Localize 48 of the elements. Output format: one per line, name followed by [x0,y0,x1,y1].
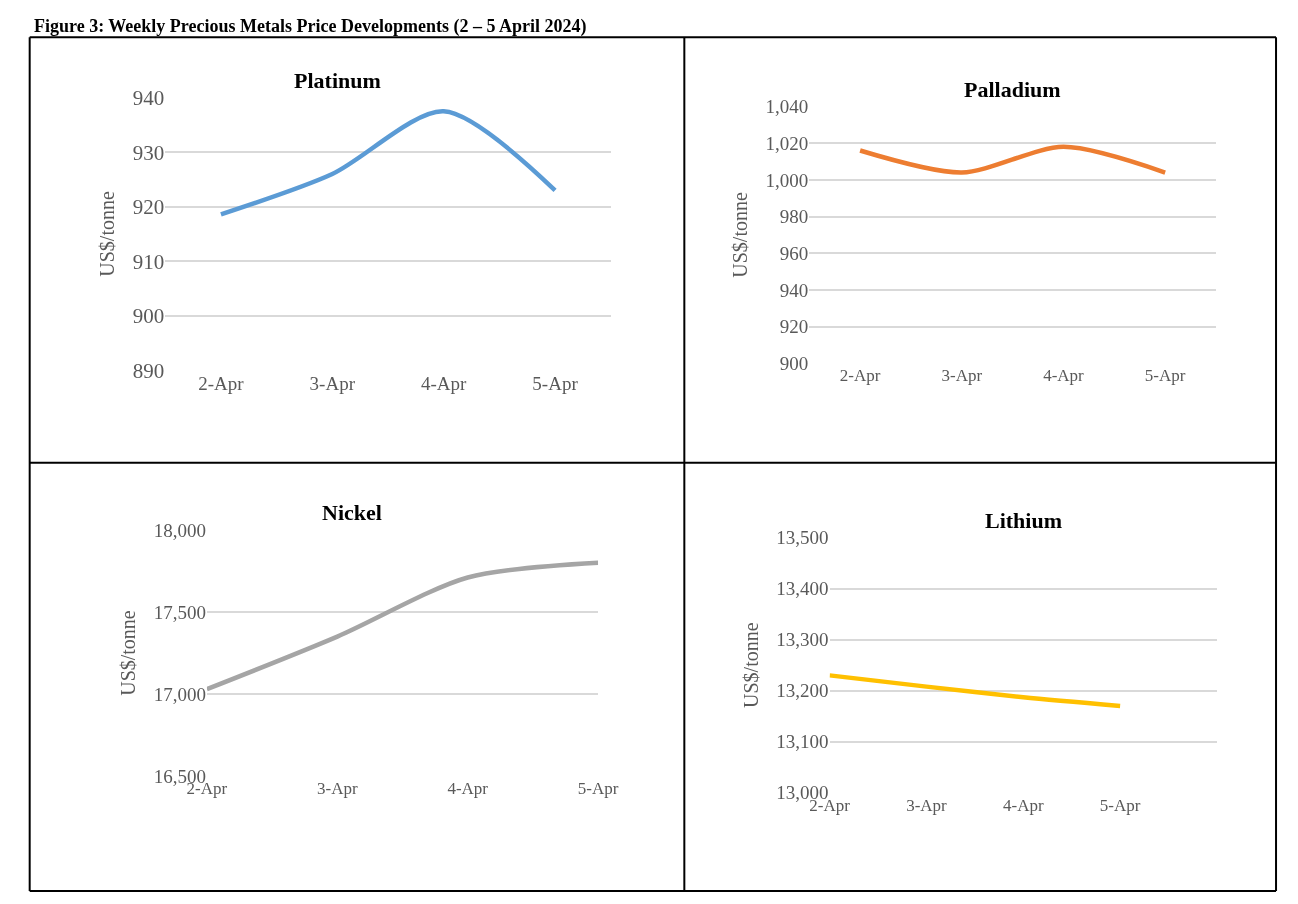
y-tick-label: 13,200 [776,680,829,702]
x-tick-label: 3-Apr [941,366,983,386]
y-tick-label: 17,500 [153,601,206,623]
y-axis-title: US$/tonne [96,191,119,277]
y-tick-label: 930 [132,140,165,165]
y-tick-label: 1,000 [765,169,809,191]
chart-title: Lithium [985,508,1063,533]
chart-title: Nickel [322,500,382,525]
x-tick-label: 4-Apr [1002,795,1044,815]
x-tick-label: 3-Apr [309,373,356,395]
y-axis-title: US$/tonne [729,192,752,278]
y-tick-label: 13,300 [776,629,829,651]
chart-title: Platinum [294,68,381,93]
y-tick-label: 940 [132,86,165,111]
line-series [829,673,1123,709]
y-tick-label: 1,040 [765,96,809,118]
y-tick-label: 900 [132,304,165,329]
y-tick-label: 13,100 [776,731,829,753]
caption: Figure 3: Weekly Precious Metals Price Developments (2 – 5 April 2024) [34,16,587,37]
y-tick-label: 960 [779,242,809,264]
y-tick-label: 18,000 [153,519,206,541]
x-tick-label: 5-Apr [1099,795,1141,815]
x-tick-label: 4-Apr [420,373,468,395]
y-tick-label: 920 [132,195,165,220]
line-series [206,560,599,692]
x-tick-label: 4-Apr [1043,366,1085,386]
y-tick-label: 13,500 [776,527,829,549]
y-tick-label: 920 [779,316,809,338]
y-tick-label: 13,400 [776,578,829,600]
x-tick-label: 5-Apr [532,373,579,395]
y-tick-label: 890 [132,358,165,383]
x-tick-label: 2-Apr [839,366,881,386]
x-tick-label: 5-Apr [577,779,619,799]
y-tick-label: 17,000 [153,683,206,705]
x-tick-label: 5-Apr [1144,366,1186,386]
y-tick-label: 1,020 [765,132,809,154]
y-tick-label: 910 [132,249,165,274]
x-tick-label: 2-Apr [198,373,245,395]
chart-title: Palladium [964,77,1061,102]
y-axis-title: US$/tonne [117,610,140,696]
line-series [218,109,558,217]
y-tick-label: 980 [779,206,809,228]
x-tick-label: 4-Apr [447,779,489,799]
y-axis-title: US$/tonne [739,622,762,708]
y-tick-label: 940 [779,279,809,301]
y-tick-label: 900 [779,353,809,375]
x-tick-label: 3-Apr [317,779,358,799]
x-tick-label: 3-Apr [906,795,948,815]
